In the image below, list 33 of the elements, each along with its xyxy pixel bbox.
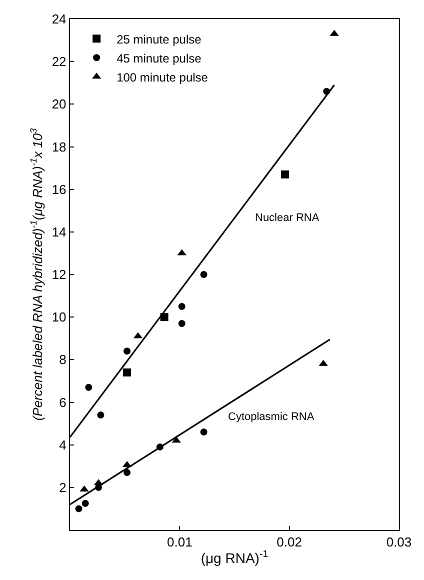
point	[200, 271, 208, 278]
annotation: Cytoplasmic RNA	[228, 411, 315, 423]
legend-label: 100 minute pulse	[116, 70, 208, 84]
point	[97, 412, 104, 419]
x-tick-label: 0.01	[167, 534, 192, 550]
y-tick-label: 22	[52, 54, 66, 70]
point	[82, 500, 89, 507]
y-tick-label: 14	[52, 224, 66, 240]
point	[85, 384, 92, 391]
x-tick-label: 0.03	[386, 534, 412, 550]
y-tick-label: 20	[52, 96, 66, 112]
y-tick-label: 24	[52, 12, 66, 27]
point	[280, 170, 289, 178]
x-axis-title: (μg RNA)$^{-1}$	[200, 549, 268, 566]
point	[178, 320, 186, 327]
annotation: Nuclear RNA	[255, 212, 320, 224]
y-tick-label: 12	[52, 267, 66, 282]
legend-label: 25 minute pulse	[116, 32, 202, 46]
point	[124, 348, 131, 355]
y-tick-label: 10	[52, 310, 66, 325]
y-tick-label: 4	[59, 437, 66, 452]
legend-label: 45 minute pulse	[116, 51, 202, 66]
y-tick-label: 8	[59, 352, 66, 368]
x-tick-label: 0.02	[276, 534, 302, 550]
point	[75, 505, 82, 512]
point	[124, 469, 131, 476]
point	[123, 368, 132, 376]
y-tick-label: 18	[52, 139, 66, 154]
y-tick-label: 6	[59, 394, 66, 410]
point	[200, 428, 208, 436]
y-tick-label: 2	[59, 480, 66, 495]
point	[178, 302, 186, 310]
y-tick-label: 16	[52, 182, 66, 197]
